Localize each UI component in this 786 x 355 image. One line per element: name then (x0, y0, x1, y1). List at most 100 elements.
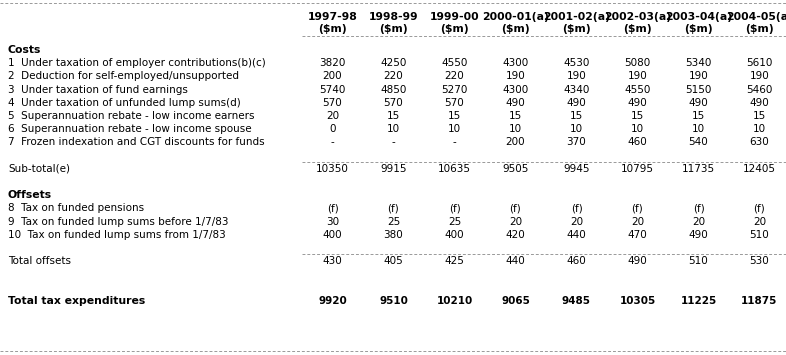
Text: 200: 200 (505, 137, 525, 147)
Text: 15: 15 (509, 111, 522, 121)
Text: 10: 10 (509, 124, 522, 134)
Text: Total tax expenditures: Total tax expenditures (8, 296, 145, 306)
Text: 10: 10 (692, 124, 705, 134)
Text: 10795: 10795 (621, 164, 654, 174)
Text: 9920: 9920 (318, 296, 347, 306)
Text: 5460: 5460 (747, 84, 773, 94)
Text: 490: 490 (750, 98, 769, 108)
Text: (f): (f) (509, 203, 521, 213)
Text: 10: 10 (570, 124, 583, 134)
Text: Offsets: Offsets (8, 190, 52, 200)
Text: 11875: 11875 (741, 296, 777, 306)
Text: 7  Frozen indexation and CGT discounts for funds: 7 Frozen indexation and CGT discounts fo… (8, 137, 265, 147)
Text: ($m): ($m) (440, 24, 468, 34)
Text: (f): (f) (571, 203, 582, 213)
Text: 220: 220 (384, 71, 403, 81)
Text: 425: 425 (445, 256, 465, 266)
Text: 15: 15 (570, 111, 583, 121)
Text: 570: 570 (384, 98, 403, 108)
Text: 1  Under taxation of employer contributions(b)(c): 1 Under taxation of employer contributio… (8, 58, 266, 68)
Text: ($m): ($m) (501, 24, 530, 34)
Text: ($m): ($m) (562, 24, 591, 34)
Text: 10: 10 (753, 124, 766, 134)
Text: 510: 510 (750, 230, 769, 240)
Text: 430: 430 (322, 256, 343, 266)
Text: 11735: 11735 (682, 164, 715, 174)
Text: 5150: 5150 (685, 84, 711, 94)
Text: 9510: 9510 (379, 296, 408, 306)
Text: 190: 190 (567, 71, 586, 81)
Text: 490: 490 (689, 98, 708, 108)
Text: 12405: 12405 (743, 164, 776, 174)
Text: 490: 490 (628, 98, 648, 108)
Text: 20: 20 (631, 217, 644, 226)
Text: 630: 630 (750, 137, 769, 147)
Text: 20: 20 (326, 111, 339, 121)
Text: 4550: 4550 (624, 84, 651, 94)
Text: 5080: 5080 (624, 58, 651, 68)
Text: 2000-01(a): 2000-01(a) (482, 12, 549, 22)
Text: ($m): ($m) (684, 24, 713, 34)
Text: 5740: 5740 (319, 84, 346, 94)
Text: ($m): ($m) (745, 24, 773, 34)
Text: 460: 460 (628, 137, 648, 147)
Text: 30: 30 (326, 217, 339, 226)
Text: 5270: 5270 (441, 84, 468, 94)
Text: 15: 15 (631, 111, 644, 121)
Text: Sub-total(e): Sub-total(e) (8, 164, 70, 174)
Text: 570: 570 (322, 98, 343, 108)
Text: 15: 15 (448, 111, 461, 121)
Text: 0: 0 (329, 124, 336, 134)
Text: 400: 400 (323, 230, 343, 240)
Text: 25: 25 (448, 217, 461, 226)
Text: 2001-02(a): 2001-02(a) (543, 12, 610, 22)
Text: 9485: 9485 (562, 296, 591, 306)
Text: 460: 460 (567, 256, 586, 266)
Text: (f): (f) (632, 203, 644, 213)
Text: 20: 20 (692, 217, 705, 226)
Text: 470: 470 (628, 230, 648, 240)
Text: 10  Tax on funded lump sums from 1/7/83: 10 Tax on funded lump sums from 1/7/83 (8, 230, 226, 240)
Text: 10210: 10210 (436, 296, 472, 306)
Text: (f): (f) (327, 203, 339, 213)
Text: 1997-98: 1997-98 (307, 12, 358, 22)
Text: 10: 10 (631, 124, 644, 134)
Text: 405: 405 (384, 256, 403, 266)
Text: Costs: Costs (8, 45, 42, 55)
Text: 510: 510 (689, 256, 708, 266)
Text: 9945: 9945 (564, 164, 590, 174)
Text: 2  Deduction for self-employed/unsupported: 2 Deduction for self-employed/unsupporte… (8, 71, 239, 81)
Text: 8  Tax on funded pensions: 8 Tax on funded pensions (8, 203, 144, 213)
Text: -: - (391, 137, 395, 147)
Text: ($m): ($m) (379, 24, 408, 34)
Text: ($m): ($m) (318, 24, 347, 34)
Text: 15: 15 (692, 111, 705, 121)
Text: 20: 20 (570, 217, 583, 226)
Text: 420: 420 (505, 230, 525, 240)
Text: 25: 25 (387, 217, 400, 226)
Text: 4550: 4550 (441, 58, 468, 68)
Text: 200: 200 (323, 71, 343, 81)
Text: 6  Superannuation rebate - low income spouse: 6 Superannuation rebate - low income spo… (8, 124, 252, 134)
Text: 9  Tax on funded lump sums before 1/7/83: 9 Tax on funded lump sums before 1/7/83 (8, 217, 229, 226)
Text: (f): (f) (754, 203, 766, 213)
Text: 1998-99: 1998-99 (369, 12, 418, 22)
Text: 190: 190 (628, 71, 648, 81)
Text: 3  Under taxation of fund earnings: 3 Under taxation of fund earnings (8, 84, 188, 94)
Text: -: - (453, 137, 457, 147)
Text: 190: 190 (689, 71, 708, 81)
Text: 380: 380 (384, 230, 403, 240)
Text: 10305: 10305 (619, 296, 656, 306)
Text: 10: 10 (387, 124, 400, 134)
Text: 2004-05(a): 2004-05(a) (726, 12, 786, 22)
Text: 490: 490 (628, 256, 648, 266)
Text: 2002-03(a): 2002-03(a) (604, 12, 671, 22)
Text: 440: 440 (567, 230, 586, 240)
Text: 490: 490 (567, 98, 586, 108)
Text: Total offsets: Total offsets (8, 256, 71, 266)
Text: 190: 190 (505, 71, 525, 81)
Text: (f): (f) (692, 203, 704, 213)
Text: 4530: 4530 (564, 58, 590, 68)
Text: 5610: 5610 (747, 58, 773, 68)
Text: 10350: 10350 (316, 164, 349, 174)
